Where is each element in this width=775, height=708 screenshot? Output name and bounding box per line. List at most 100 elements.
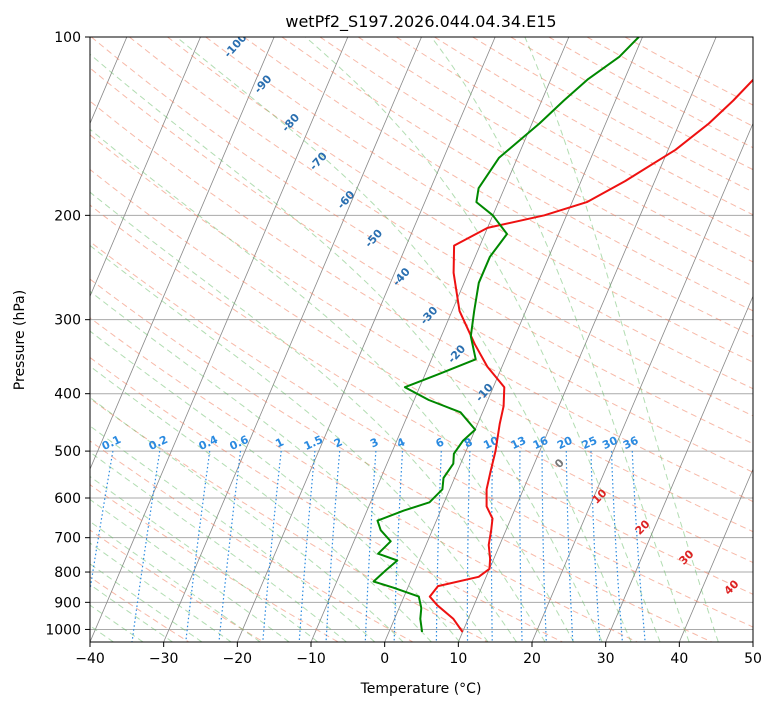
dry-adiabat-label: -50: [362, 226, 385, 250]
y-tick-label: 100: [54, 30, 81, 46]
dry-adiabat-label: -80: [279, 111, 302, 135]
moist-adiabat-line: [90, 365, 432, 642]
dry-adiabat-line: [90, 278, 712, 642]
mixing-ratio-line: [631, 451, 646, 642]
dry-adiabat-line: [90, 440, 414, 642]
mixing-ratio-line: [325, 451, 341, 642]
isotherm-line: [678, 468, 753, 642]
moist-adiabat-line: [90, 397, 404, 642]
mixing-ratio-label: 1.5: [302, 433, 325, 453]
x-tick-label: 30: [597, 651, 615, 667]
moist-adiabat-line: [90, 425, 376, 642]
dry-adiabat-line: [90, 67, 753, 473]
isotherm-line: [90, 37, 349, 642]
mixing-ratio-line: [610, 451, 623, 642]
mixing-ratio-line: [490, 451, 494, 642]
mixing-ratio-line: [466, 451, 471, 642]
temperature-profile-line: [428, 78, 753, 633]
mixing-ratio-label: 8: [462, 435, 474, 450]
mixing-ratio-label: 2: [332, 435, 344, 450]
x-tick-label: −30: [149, 651, 179, 667]
dry-adiabat-line: [90, 576, 190, 642]
dry-adiabat-line: [90, 134, 753, 533]
moist-adiabat-line: [90, 53, 603, 642]
moist-adiabat-label: 0: [552, 456, 567, 471]
dewpoint-profile-line: [372, 37, 640, 633]
dry-adiabat-line: [90, 356, 563, 642]
y-tick-label: 900: [54, 595, 81, 611]
dry-adiabat-line: [472, 37, 753, 193]
dry-adiabat-line: [434, 37, 753, 216]
isotherm-line: [384, 37, 643, 642]
dry-adiabat-line: [510, 37, 753, 171]
mixing-ratio-label: 1: [273, 435, 285, 450]
isotherm-line: [236, 37, 496, 642]
dry-adiabat-label: -60: [335, 188, 358, 212]
dry-adiabat-label: -20: [445, 342, 468, 366]
dry-adiabat-label: -90: [252, 72, 275, 96]
moist-adiabat-line: [90, 290, 489, 642]
moist-adiabat-line: [90, 330, 461, 642]
mixing-ratio-line: [185, 451, 211, 642]
mixing-ratio-label: 0.2: [147, 433, 170, 453]
moist-adiabat-line: [90, 498, 290, 642]
mixing-ratio-label: 3: [368, 435, 380, 450]
dry-adiabat-line: [90, 241, 753, 628]
moist-adiabat-label: 40: [722, 577, 742, 597]
mixing-ratio-line: [262, 451, 282, 642]
mixing-ratio-line: [541, 451, 547, 642]
dry-adiabat-line: [90, 168, 753, 564]
moist-adiabat-line: [90, 475, 319, 642]
y-tick-label: 700: [54, 531, 81, 547]
dry-adiabat-line: [586, 37, 753, 127]
moist-adiabat-line: [90, 583, 173, 642]
mixing-ratio-label: 13: [509, 434, 528, 452]
moist-adiabat-line: [90, 191, 546, 642]
mixing-ratio-label: 16: [531, 434, 551, 452]
isotherm-line: [531, 122, 753, 642]
y-tick-label: 500: [54, 444, 81, 460]
mixing-ratio-line: [565, 451, 574, 642]
y-tick-label: 800: [54, 565, 81, 581]
isotherm-line: [90, 37, 201, 298]
mixing-ratio-line: [519, 451, 523, 642]
dry-adiabat-label: -40: [390, 265, 413, 289]
mixing-ratio-line: [590, 451, 601, 642]
dry-adiabat-line: [90, 484, 339, 642]
x-tick-label: −20: [223, 651, 253, 667]
x-tick-label: 40: [670, 651, 688, 667]
mixing-ratio-label: 20: [555, 434, 575, 452]
mixing-ratio-line: [90, 450, 114, 594]
isotherm-line: [752, 640, 753, 642]
mixing-ratio-line: [393, 451, 404, 642]
y-tick-label: 400: [54, 387, 81, 403]
moist-adiabat-line: [430, 37, 690, 642]
y-tick-label: 1000: [45, 622, 81, 638]
x-tick-label: 50: [744, 651, 762, 667]
mixing-ratio-label: 25: [580, 434, 599, 452]
mixing-ratio-line: [435, 451, 442, 642]
isotherm-line: [90, 37, 275, 471]
isotherm-line: [605, 295, 753, 642]
mixing-ratio-label: 6: [434, 435, 447, 450]
dry-adiabat-label: -100: [221, 31, 249, 60]
dry-adiabat-line: [90, 100, 753, 503]
moist-adiabat-line: [305, 37, 661, 642]
isotherm-line: [457, 37, 717, 642]
x-tick-label: 0: [380, 651, 389, 667]
dry-adiabat-line: [90, 204, 753, 595]
chart-title: wetPf2_S197.2026.044.04.34.E15: [285, 12, 556, 32]
y-tick-label: 300: [54, 313, 81, 329]
dry-adiabat-line: [281, 37, 753, 312]
mixing-ratio-line: [131, 451, 161, 642]
y-tick-label: 200: [54, 208, 81, 224]
moist-adiabat-line: [176, 37, 632, 642]
dry-adiabat-line: [90, 317, 638, 642]
mixing-ratio-label: 0.4: [197, 433, 220, 453]
mixing-ratio-label: 36: [621, 434, 641, 452]
moist-adiabat-line: [90, 520, 261, 642]
moist-adiabat-line: [90, 128, 575, 642]
mixing-ratio-line: [218, 451, 242, 642]
dry-adiabat-line: [90, 529, 264, 642]
